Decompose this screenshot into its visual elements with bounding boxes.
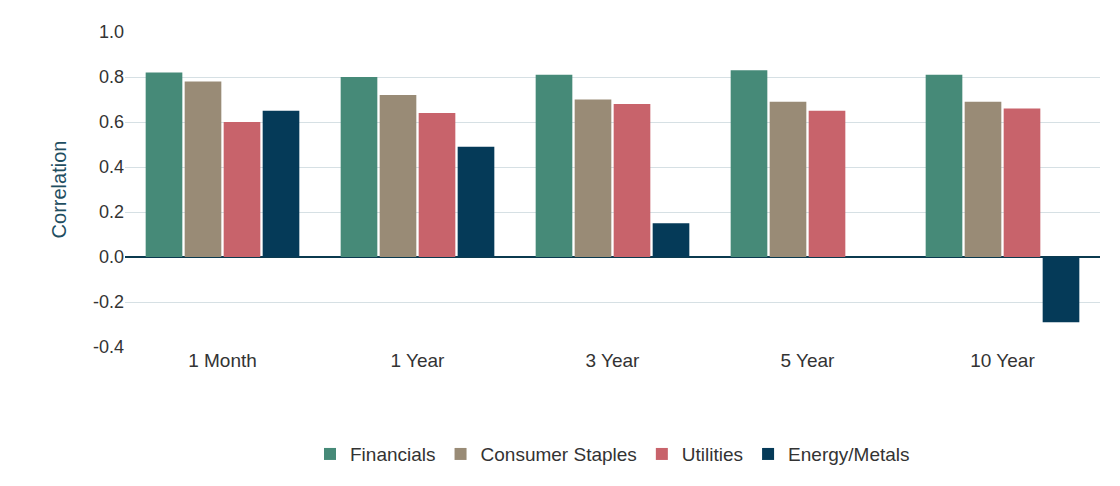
svg-text:Consumer Staples: Consumer Staples [481, 444, 637, 465]
svg-text:1.0: 1.0 [99, 22, 124, 42]
svg-text:0.8: 0.8 [99, 67, 124, 87]
svg-text:Utilities: Utilities [682, 444, 743, 465]
svg-text:Financials: Financials [350, 444, 436, 465]
svg-text:1 Year: 1 Year [391, 350, 446, 371]
svg-text:0.2: 0.2 [99, 202, 124, 222]
svg-text:5 Year: 5 Year [781, 350, 836, 371]
svg-text:3 Year: 3 Year [586, 350, 641, 371]
svg-text:1 Month: 1 Month [188, 350, 257, 371]
svg-text:0.4: 0.4 [99, 157, 124, 177]
svg-text:-0.4: -0.4 [93, 337, 124, 357]
svg-text:-0.2: -0.2 [93, 292, 124, 312]
svg-text:0.6: 0.6 [99, 112, 124, 132]
svg-text:10 Year: 10 Year [970, 350, 1035, 371]
svg-text:Correlation: Correlation [48, 141, 70, 239]
svg-text:0.0: 0.0 [99, 247, 124, 267]
svg-text:Energy/Metals: Energy/Metals [788, 444, 909, 465]
